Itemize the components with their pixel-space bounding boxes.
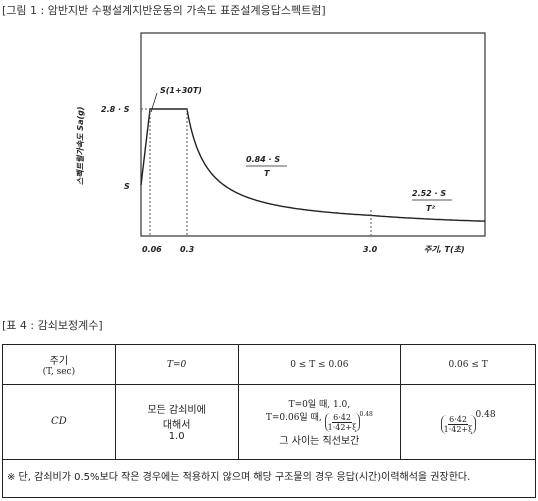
mid-formula-numerator: 0.84 · S — [246, 155, 280, 164]
cd-at-t0: 모든 감쇠비에 대해서 1.0 — [114, 384, 239, 460]
cd-symbol: CD — [2, 384, 116, 460]
x-tick-0_06: 0.06 — [142, 245, 162, 254]
header-t0: T=0 — [114, 343, 239, 386]
table-data-row: CD 모든 감쇠비에 대해서 1.0 T=0일 때, 1.0, T=0.06일 … — [2, 384, 536, 460]
far-formula-numerator: 2.52 · S — [412, 189, 446, 198]
table-note-row: ※ 단, 감쇠비가 0.5%보다 작은 경우에는 적용하지 않으며 해당 구조물… — [2, 458, 536, 499]
x-tick-0_3: 0.3 — [180, 245, 195, 254]
cd-range1-exponent: 0.48 — [359, 410, 373, 418]
cd-range2-fraction: 6·42 1·42+ξ — [444, 415, 473, 434]
x-tick-3_0: 3.0 — [363, 245, 378, 254]
table-note: ※ 단, 감쇠비가 0.5%보다 작은 경우에는 적용하지 않으며 해당 구조물… — [2, 458, 536, 499]
header-period-line1: 주기 — [49, 356, 69, 368]
y-axis-label: 스펙트럴가속도 Sa(g) — [76, 106, 85, 185]
y-tick-s: S — [124, 182, 130, 191]
figure-caption: [그림 1 : 암반지반 수평설계지반운동의 가속도 표준설계응답스펙트럼] — [2, 4, 326, 17]
header-range-1: 0 ≤ T ≤ 0.06 — [237, 343, 402, 386]
spectrum-curve — [140, 108, 486, 222]
table-header-row: 주기 (T, sec) T=0 0 ≤ T ≤ 0.06 0.06 ≤ T — [2, 343, 536, 386]
cd-range1-frac-num: 6·42 — [332, 412, 352, 423]
cd-t0-line2: 대해서 — [162, 420, 191, 432]
cd-range2-frac-den: 1·42+ξ — [443, 424, 473, 434]
cd-range1-line2: T=0.06일 때, 6·42 1·42+ξ 0.48 — [241, 410, 399, 432]
header-range-2: 0.06 ≤ T — [400, 343, 536, 386]
x-axis-label: 주기, T(초) — [424, 245, 465, 254]
damping-correction-table: 주기 (T, sec) T=0 0 ≤ T ≤ 0.06 0.06 ≤ T CD… — [2, 343, 536, 499]
cd-range-2: 6·42 1·42+ξ 0.48 — [400, 384, 536, 460]
cd-range1-frac-den: 1·42+ξ — [327, 422, 357, 432]
cd-t0-line3: 1.0 — [168, 431, 185, 443]
cd-range1-line3: 그 사이는 직선보간 — [279, 435, 360, 447]
cd-range2-exponent: 0.48 — [475, 410, 496, 421]
cd-t0-line1: 모든 감쇠비에 — [147, 405, 206, 417]
cd-range1-paren: 6·42 1·42+ξ — [324, 412, 360, 432]
cd-range2-frac-num: 6·42 — [448, 414, 468, 425]
cd-range1-fraction: 6·42 1·42+ξ — [328, 413, 357, 432]
rise-annotation: S(1+30T) — [160, 86, 202, 95]
rise-leader-line — [150, 92, 158, 113]
cd-range2-paren: 6·42 1·42+ξ — [440, 414, 476, 434]
header-period: 주기 (T, sec) — [2, 343, 116, 386]
response-spectrum-chart: 2.8 · S S 0.06 0.3 3.0 주기, T(초) 스펙트럴가속도 … — [76, 32, 486, 254]
cd-range1-line1: T=0일 때, 1.0, — [288, 399, 351, 410]
cd-range1-prefix: T=0.06일 때, — [265, 412, 322, 423]
y-tick-2_8s: 2.8 · S — [101, 105, 130, 114]
header-period-line2: (T, sec) — [42, 367, 76, 378]
cd-range-1: T=0일 때, 1.0, T=0.06일 때, 6·42 1·42+ξ 0.48… — [237, 384, 402, 460]
table-caption: [표 4 : 감쇠보정계수] — [2, 319, 103, 332]
far-formula-denominator: T² — [426, 204, 435, 213]
mid-formula-denominator: T — [264, 169, 270, 178]
plot-frame — [140, 32, 486, 237]
